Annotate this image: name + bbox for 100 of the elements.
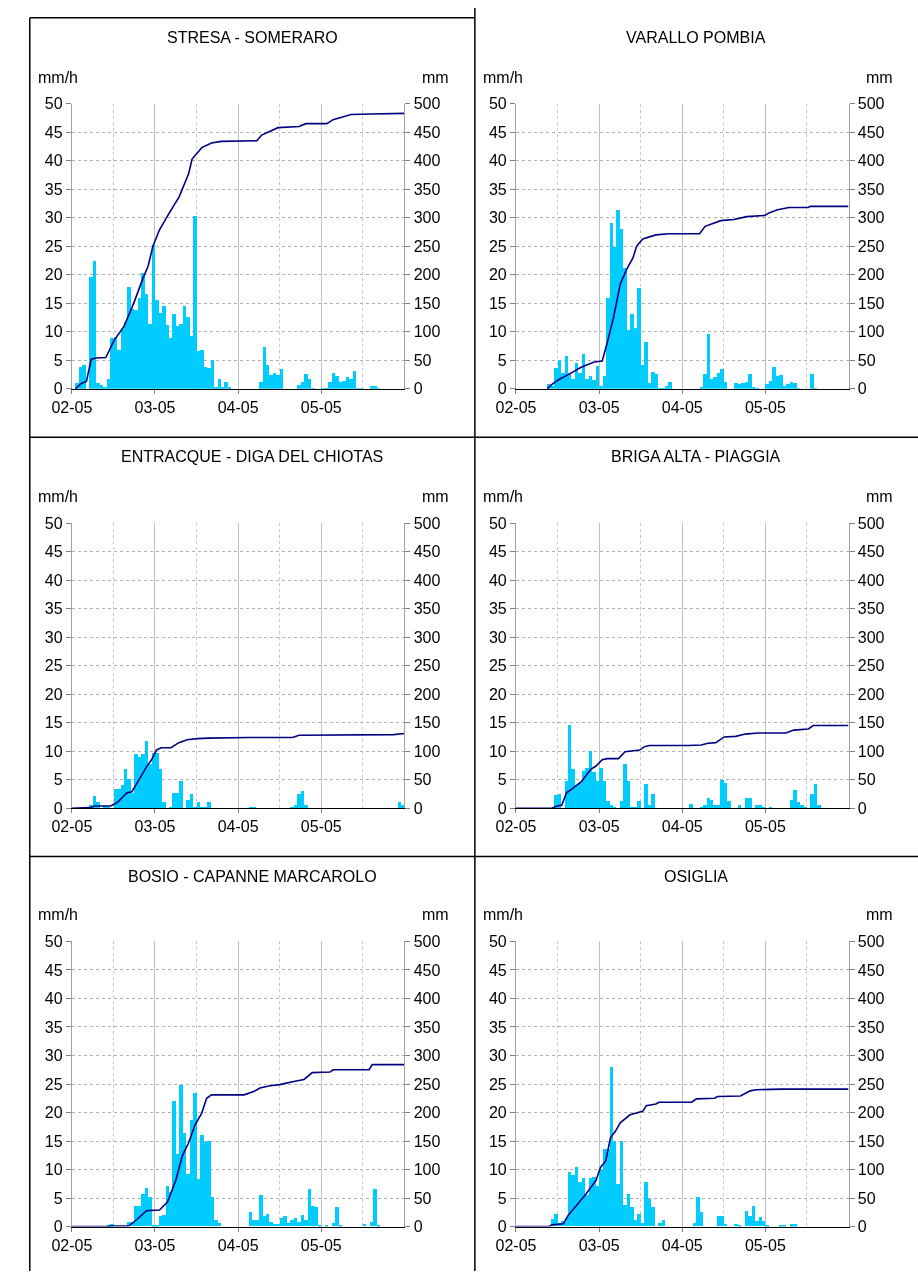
- y2-tick-label: 300: [413, 628, 441, 646]
- y-tick-label: 50: [488, 933, 507, 951]
- x-tick-label: 05-05: [300, 1236, 342, 1254]
- y-tick-label: 30: [488, 628, 507, 646]
- y2-tick-label: 50: [857, 351, 876, 369]
- y2-tick-label: 450: [413, 123, 441, 141]
- y2-axis-title: mm: [422, 69, 449, 86]
- x-tick-label: 02-05: [495, 818, 537, 836]
- y-tick-label: 5: [497, 1189, 507, 1207]
- y-tick-label: 25: [44, 657, 63, 675]
- y2-tick-label: 100: [857, 742, 885, 760]
- y2-tick-label: 300: [857, 628, 885, 646]
- y2-tick-label: 50: [413, 351, 432, 369]
- x-tick-label: 02-05: [51, 1236, 93, 1254]
- y-tick-label: 20: [44, 685, 63, 703]
- y-tick-label: 40: [488, 571, 507, 589]
- y-tick-label: 35: [44, 1018, 63, 1036]
- y-axis-title: mm/h: [483, 906, 523, 923]
- y2-tick-label: 250: [857, 1075, 885, 1093]
- y2-tick-label: 250: [413, 237, 441, 255]
- y2-tick-label: 150: [857, 294, 885, 312]
- y2-tick-label: 350: [857, 600, 885, 618]
- y2-tick-label: 0: [857, 1218, 867, 1236]
- y-tick-label: 20: [488, 1104, 507, 1122]
- y-tick-label: 40: [44, 152, 63, 170]
- y-tick-label: 45: [488, 961, 507, 979]
- y2-tick-label: 100: [857, 1161, 885, 1179]
- x-tick-label: 05-05: [300, 818, 342, 836]
- chart-title: OSIGLIA: [664, 868, 729, 885]
- y2-tick-label: 0: [413, 799, 423, 817]
- x-tick-label: 03-05: [134, 1236, 176, 1254]
- y2-tick-label: 300: [857, 209, 885, 227]
- y2-tick-label: 100: [413, 742, 441, 760]
- y2-axis-title: mm: [866, 488, 893, 505]
- y2-tick-label: 350: [413, 1018, 441, 1036]
- y2-tick-label: 200: [857, 1104, 885, 1122]
- x-tick-label: 05-05: [744, 1236, 786, 1254]
- y-tick-label: 45: [488, 543, 507, 561]
- y2-tick-label: 350: [413, 600, 441, 618]
- x-tick-label: 04-05: [661, 399, 703, 417]
- y-tick-label: 35: [44, 180, 63, 198]
- y2-tick-label: 200: [413, 266, 441, 284]
- y2-tick-label: 450: [857, 543, 885, 561]
- y2-tick-label: 400: [413, 990, 441, 1008]
- y-tick-label: 0: [53, 1218, 63, 1236]
- y-axis-title: mm/h: [38, 488, 78, 505]
- y-tick-label: 5: [53, 1189, 63, 1207]
- y2-tick-label: 450: [857, 123, 885, 141]
- y-tick-label: 5: [497, 771, 507, 789]
- y2-tick-label: 200: [857, 266, 885, 284]
- x-tick-label: 03-05: [134, 399, 176, 417]
- y2-tick-label: 500: [413, 95, 441, 113]
- y-tick-label: 0: [53, 380, 63, 398]
- x-tick-label: 05-05: [744, 818, 786, 836]
- y2-tick-label: 200: [857, 685, 885, 703]
- y-axis-title: mm/h: [483, 69, 523, 86]
- y2-tick-label: 200: [413, 685, 441, 703]
- x-tick-label: 02-05: [51, 818, 93, 836]
- y-tick-label: 15: [44, 1132, 63, 1150]
- y-tick-label: 0: [497, 1218, 507, 1236]
- y2-tick-label: 450: [413, 543, 441, 561]
- y-axis-title: mm/h: [483, 488, 523, 505]
- y2-tick-label: 400: [857, 152, 885, 170]
- y2-tick-label: 500: [413, 933, 441, 951]
- y2-tick-label: 250: [413, 1075, 441, 1093]
- y-tick-label: 45: [44, 961, 63, 979]
- chart-title: BRIGA ALTA - PIAGGIA: [611, 448, 781, 465]
- chart-title: ENTRACQUE - DIGA DEL CHIOTAS: [121, 448, 384, 465]
- y2-tick-label: 500: [857, 95, 885, 113]
- x-tick-label: 03-05: [134, 818, 176, 836]
- x-tick-label: 02-05: [495, 1236, 537, 1254]
- y-tick-label: 25: [488, 237, 507, 255]
- x-tick-label: 03-05: [578, 399, 620, 417]
- x-tick-label: 02-05: [495, 399, 537, 417]
- y-tick-label: 30: [44, 628, 63, 646]
- y2-tick-label: 350: [857, 180, 885, 198]
- y2-tick-label: 100: [857, 323, 885, 341]
- y2-tick-label: 0: [857, 799, 867, 817]
- chart-title: BOSIO - CAPANNE MARCAROLO: [128, 868, 377, 885]
- y-tick-label: 50: [44, 95, 63, 113]
- y-tick-label: 15: [488, 1132, 507, 1150]
- y2-axis-title: mm: [866, 906, 893, 923]
- y2-tick-label: 0: [857, 380, 867, 398]
- y-tick-label: 20: [44, 1104, 63, 1122]
- y2-tick-label: 250: [413, 657, 441, 675]
- y2-tick-label: 0: [413, 380, 423, 398]
- y2-tick-label: 400: [857, 571, 885, 589]
- y-tick-label: 0: [53, 799, 63, 817]
- y2-axis-title: mm: [422, 906, 449, 923]
- x-tick-label: 04-05: [217, 818, 259, 836]
- y-tick-label: 40: [488, 152, 507, 170]
- y2-tick-label: 50: [413, 771, 432, 789]
- y-tick-label: 10: [488, 1161, 507, 1179]
- y-tick-label: 30: [488, 209, 507, 227]
- y2-tick-label: 150: [857, 1132, 885, 1150]
- y-tick-label: 35: [488, 600, 507, 618]
- x-tick-label: 02-05: [51, 399, 93, 417]
- y-tick-label: 25: [488, 1075, 507, 1093]
- y-tick-label: 10: [44, 1161, 63, 1179]
- y2-tick-label: 0: [413, 1218, 423, 1236]
